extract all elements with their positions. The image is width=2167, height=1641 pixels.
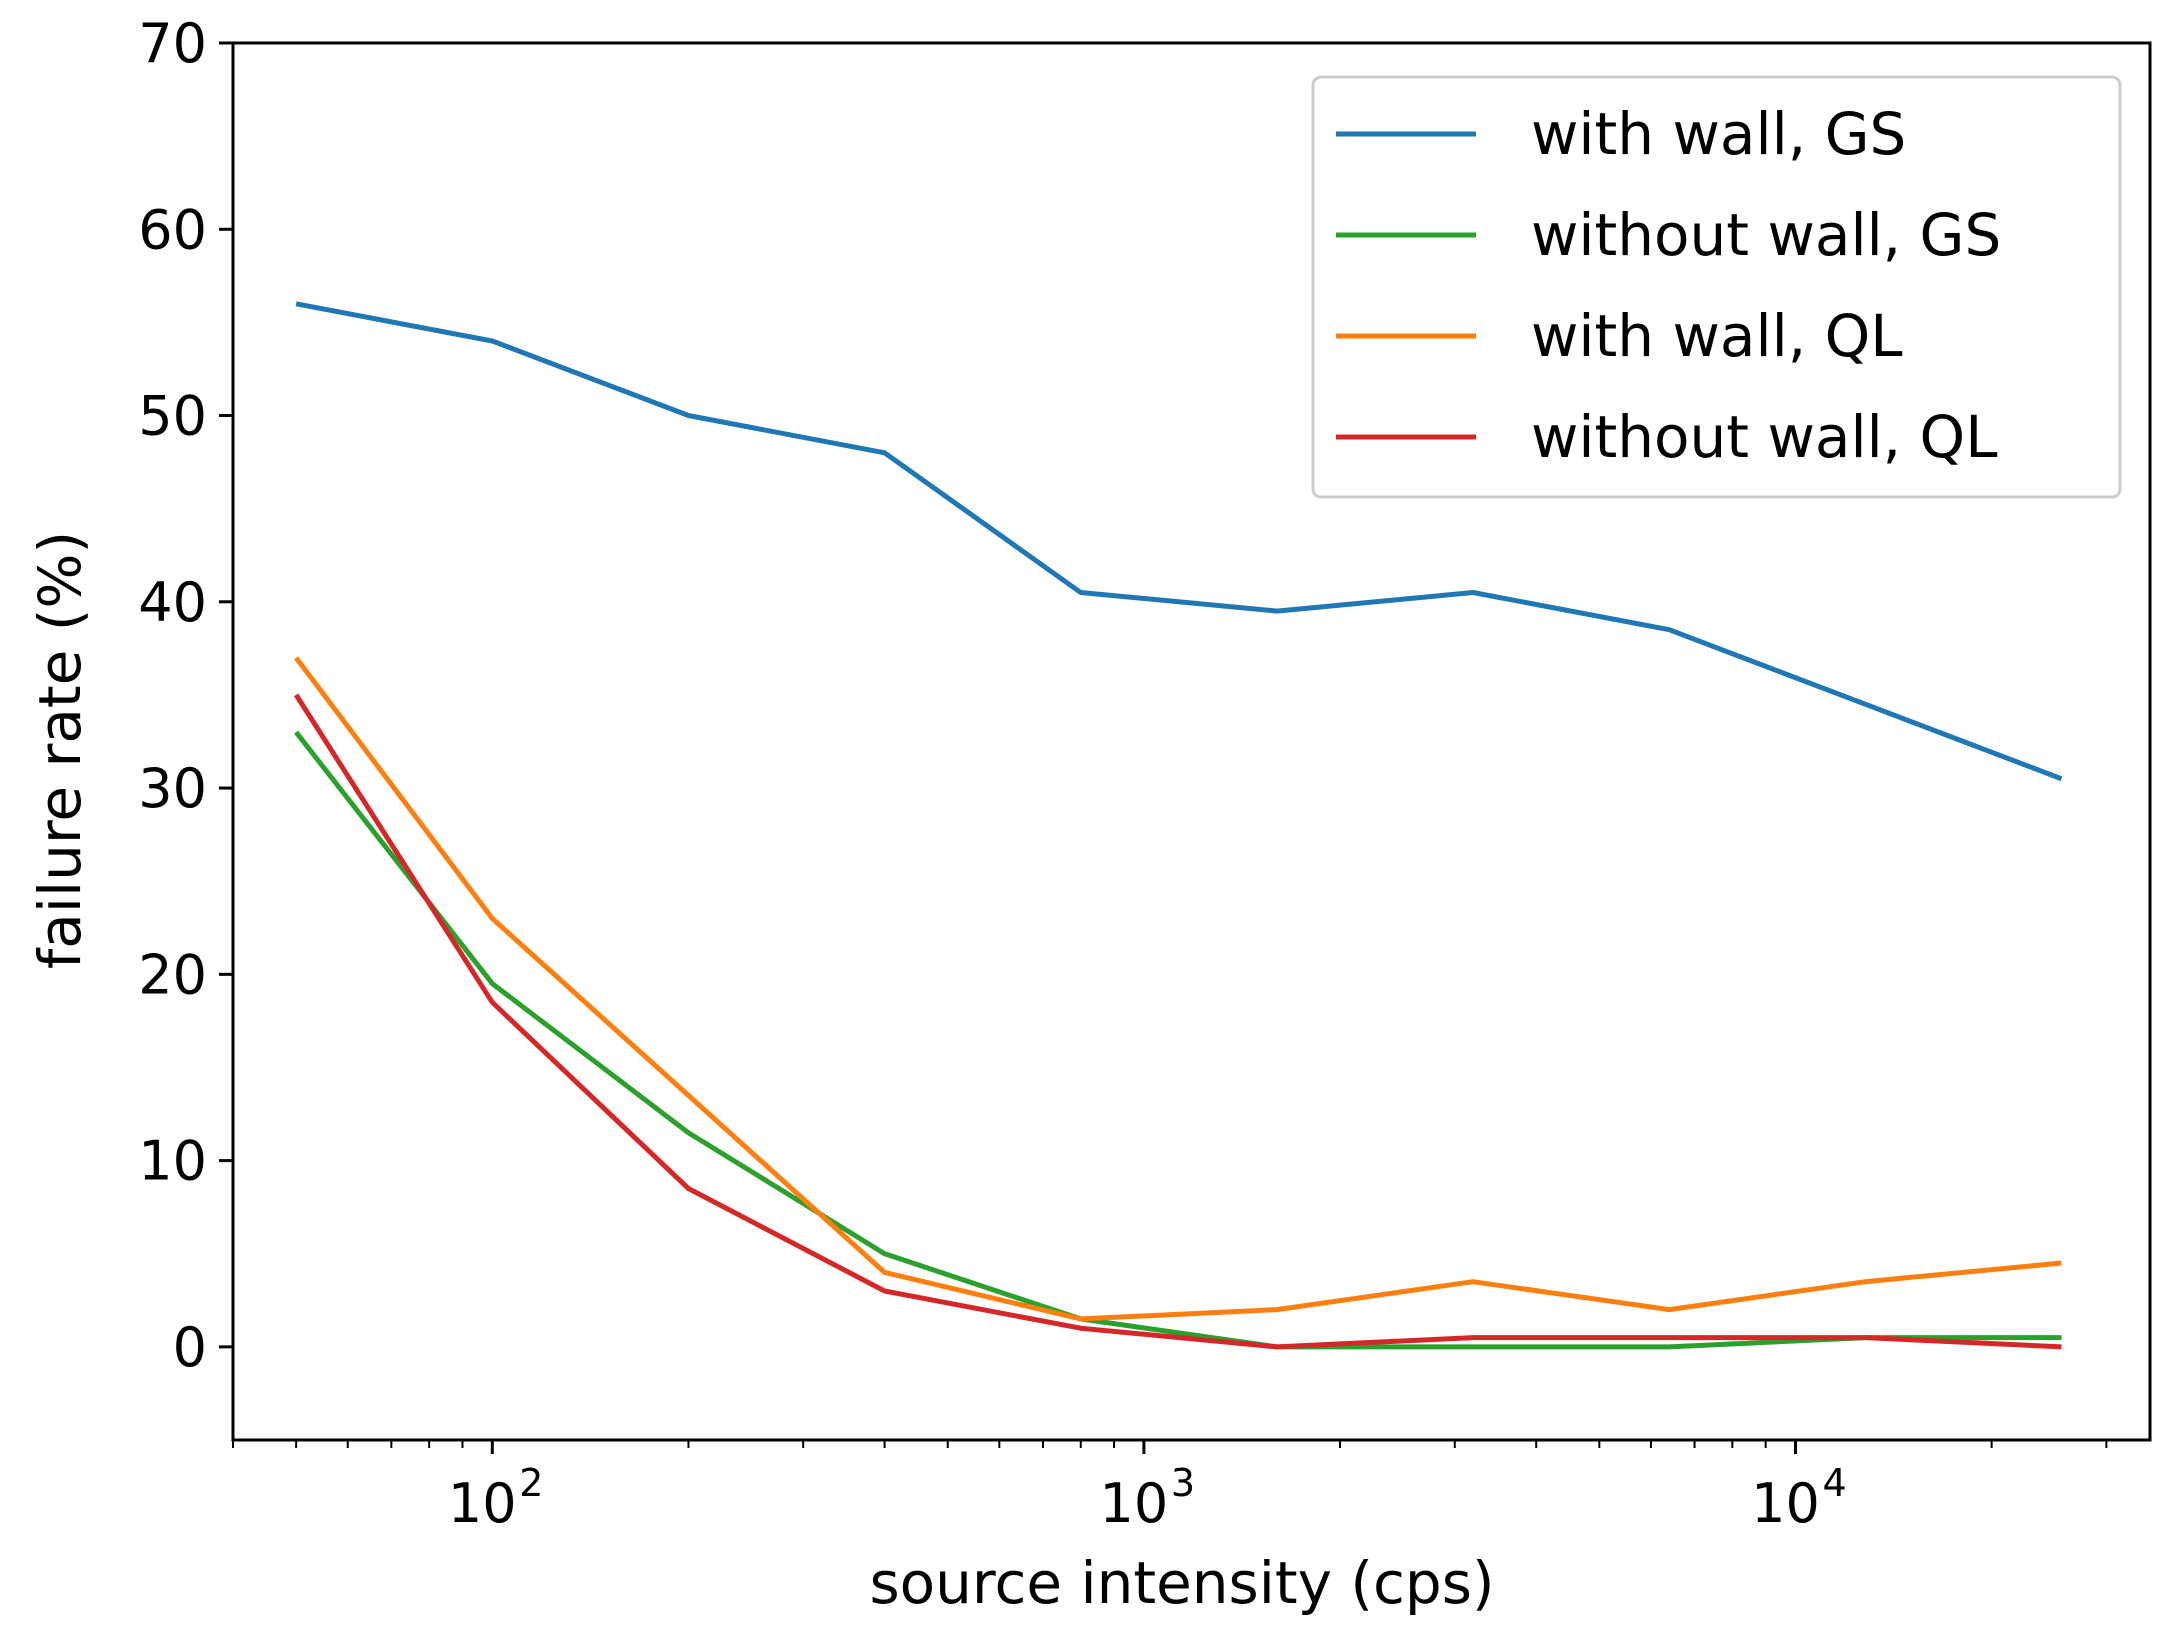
series-line-4 (293, 693, 2062, 1350)
legend: with wall, GS without wall, GS with wall, … (1311, 75, 2122, 499)
x-tick-label: 10 (1100, 1472, 1169, 1535)
y-axis-title: failure rate (%) (26, 531, 94, 969)
plot-frame (231, 41, 2152, 1442)
series-line-3 (294, 656, 2062, 1322)
y-tick-label: 60 (138, 198, 207, 261)
legend-frame (1311, 75, 2122, 499)
y-tick-label: 10 (138, 1130, 207, 1193)
y-tick-label: 40 (138, 571, 207, 634)
y-tick-label: 50 (138, 385, 207, 448)
x-tick-label: 10 (1751, 1472, 1820, 1535)
x-tick-exponent: 4 (1822, 1461, 1846, 1505)
axes-layer (231, 41, 2152, 1442)
legend-label-4: without wall, QL (1531, 403, 1998, 471)
legend-label-1: with wall, GS (1531, 100, 1906, 168)
legend-label-2: without wall, GS (1531, 201, 2001, 269)
y-tick-label: 30 (138, 757, 207, 820)
legend-label-3: with wall, QL (1531, 302, 1903, 370)
y-tick-label: 70 (138, 12, 207, 75)
y-tick-label: 0 (173, 1316, 207, 1379)
x-axis-title: source intensity (cps) (869, 1549, 1494, 1617)
y-tick-label: 20 (138, 943, 207, 1006)
series-layer (293, 301, 2063, 1350)
x-tick-label: 10 (448, 1472, 517, 1535)
x-tick-exponent: 3 (1171, 1461, 1195, 1505)
series-line-2 (294, 730, 2062, 1350)
series-line-1 (295, 301, 2063, 782)
x-tick-exponent: 2 (519, 1461, 543, 1505)
